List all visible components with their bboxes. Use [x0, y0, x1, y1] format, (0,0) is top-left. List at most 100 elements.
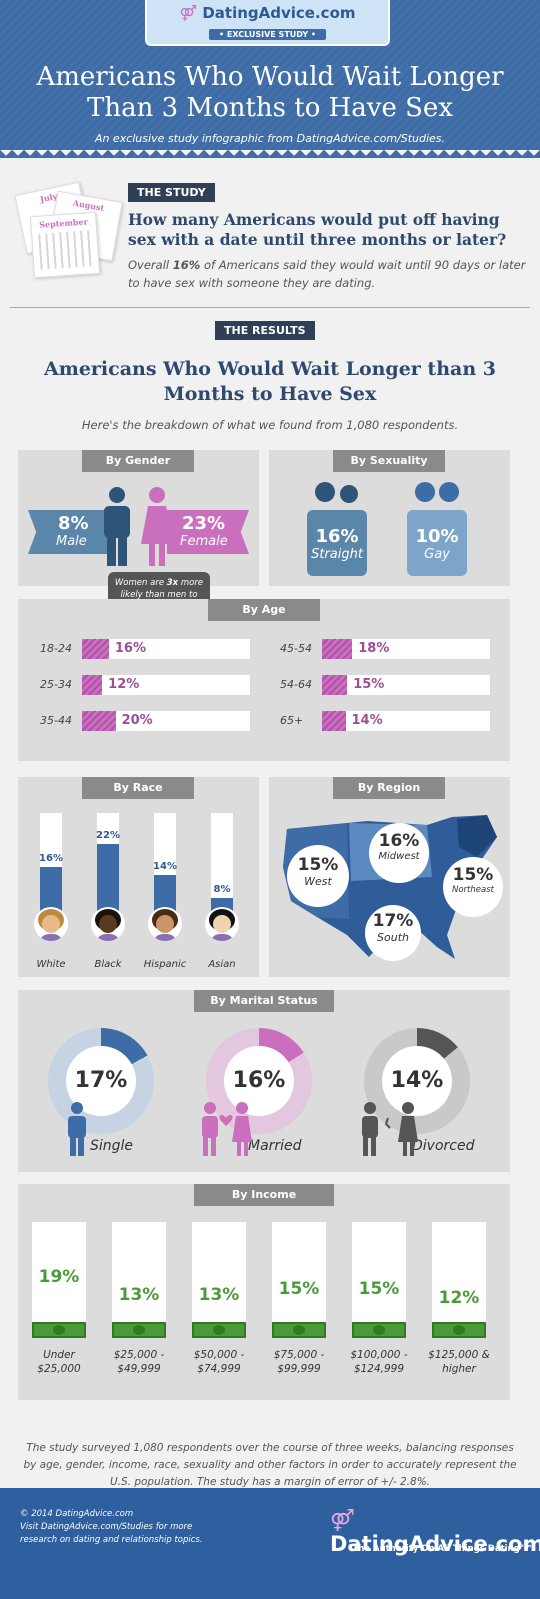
marital-donut: 14%	[364, 1028, 470, 1134]
face-shirt	[39, 934, 63, 941]
age-bar-fill	[82, 675, 103, 695]
income-label-line2: $25,000	[37, 1363, 81, 1375]
income-label-line1: Under	[43, 1349, 75, 1361]
income-value: 15%	[278, 1279, 320, 1299]
income-label-line1: $25,000 -	[113, 1349, 165, 1361]
zigzag-edge	[0, 150, 540, 158]
study-question: How many Americans would put off having …	[128, 210, 507, 249]
marital-label: Single	[90, 1138, 134, 1154]
income-label: $25,000 - $49,999	[102, 1348, 176, 1376]
male-figure-icon	[104, 487, 130, 566]
marital-value: 17%	[66, 1046, 136, 1116]
income-value: 12%	[438, 1288, 480, 1308]
face-shirt	[96, 934, 120, 941]
male-ribbon: 8% Male	[28, 510, 110, 554]
gender-panel: By Gender 8% Male 23% Female	[18, 450, 259, 586]
marital-label: Divorced	[412, 1138, 475, 1154]
income-label-line2: $49,999	[117, 1363, 161, 1375]
race-value: 14%	[153, 861, 177, 872]
study-answer: Overall 16% of Americans said they would…	[128, 258, 526, 290]
money-icon	[112, 1322, 166, 1338]
face-skin	[156, 915, 174, 933]
race-label: White	[36, 959, 66, 970]
income-label-line1: $50,000 -	[193, 1349, 245, 1361]
age-bar: 18%	[322, 639, 490, 659]
marital-value: 16%	[224, 1046, 294, 1116]
footer-tagline: "The Authority On All Things Dating"™	[348, 1544, 533, 1554]
money-icon	[192, 1322, 246, 1338]
age-value: 12%	[108, 677, 140, 692]
married-couple-icon	[202, 1102, 252, 1156]
age-bar: 15%	[322, 675, 490, 695]
methodology-note: The study surveyed 1,080 respondents ove…	[23, 1442, 517, 1488]
income-label-line2: higher	[442, 1363, 476, 1375]
age-bar: 12%	[82, 675, 250, 695]
region-south: 17% South	[365, 905, 421, 961]
race-value: 16%	[39, 853, 63, 864]
region-west: 15% West	[287, 845, 349, 907]
exclusive-badge: • EXCLUSIVE STUDY •	[208, 29, 327, 40]
single-person-icon	[68, 1102, 86, 1156]
results-subtitle: Here's the breakdown of what we found fr…	[81, 418, 459, 432]
gender-title: By Gender	[82, 450, 194, 472]
income-label-line1: $100,000 -	[350, 1349, 408, 1361]
age-bar-fill	[322, 639, 353, 659]
income-value: 19%	[38, 1267, 80, 1287]
race-panel: By Race 16% White 22% Black 14% Hispanic 8% Asi…	[18, 777, 259, 977]
region-midwest: 16% Midwest	[369, 823, 429, 883]
income-label-line2: $74,999	[197, 1363, 241, 1375]
age-bar-fill	[82, 639, 109, 659]
region-panel: By Region 15% West 16% Midwest 15% North…	[269, 777, 510, 977]
race-value: 8%	[213, 884, 231, 895]
income-value: 15%	[358, 1279, 400, 1299]
footer-brand[interactable]: ⚤ DatingAdvice.com	[330, 1508, 540, 1556]
income-value: 13%	[198, 1285, 240, 1305]
income-bar	[272, 1222, 326, 1338]
page-title: Americans Who Would Wait Longer Than 3 Mo…	[36, 62, 504, 123]
income-value: 13%	[118, 1285, 160, 1305]
money-icon	[32, 1322, 86, 1338]
income-label: $75,000 - $99,999	[262, 1348, 336, 1376]
face-shirt	[153, 934, 177, 941]
age-bar: 16%	[82, 639, 250, 659]
study-tag: THE STUDY	[128, 183, 215, 202]
race-label: Black	[94, 959, 122, 970]
age-label: 18-24	[40, 642, 72, 655]
age-label: 35-44	[40, 714, 72, 727]
brand-tab: ⚤ DatingAdvice.com • EXCLUSIVE STUDY •	[145, 0, 390, 46]
income-bar	[112, 1222, 166, 1338]
marital-title: By Marital Status	[194, 990, 334, 1012]
female-ribbon: 23% Female	[167, 510, 249, 554]
money-icon	[352, 1322, 406, 1338]
footer: © 2014 DatingAdvice.com Visit DatingAdvi…	[0, 1488, 540, 1599]
venus-mars-icon: ⚤	[179, 4, 198, 22]
brand-logo[interactable]: ⚤ DatingAdvice.com	[179, 4, 356, 22]
race-value: 22%	[96, 830, 120, 841]
face-skin	[42, 915, 60, 933]
footer-visit-link[interactable]: Visit DatingAdvice.com/Studies for more	[20, 1522, 193, 1532]
money-icon	[432, 1322, 486, 1338]
income-label-line2: $99,999	[277, 1363, 321, 1375]
venus-mars-icon: ⚤	[330, 1508, 355, 1532]
divorced-couple-icon	[362, 1102, 418, 1156]
sexuality-panel: By Sexuality 16% Straight 10% Gay	[269, 450, 510, 586]
age-bar-fill	[82, 711, 116, 731]
header-banner: ⚤ DatingAdvice.com • EXCLUSIVE STUDY • A…	[0, 0, 540, 158]
income-label: $125,000 & higher	[422, 1348, 496, 1376]
age-bar: 20%	[82, 711, 250, 731]
age-panel: By Age 18-24 16% 25-34 12% 35-44 20% 45-54 18% 5…	[18, 599, 510, 761]
age-label: 54-64	[280, 678, 312, 691]
age-value: 15%	[353, 677, 385, 692]
face-skin	[99, 915, 117, 933]
race-title: By Race	[82, 777, 194, 799]
face-skin	[213, 915, 231, 933]
income-bar	[432, 1222, 486, 1338]
age-value: 18%	[358, 641, 390, 656]
results-tag: THE RESULTS	[215, 321, 315, 340]
income-title: By Income	[194, 1184, 334, 1206]
age-label: 25-34	[40, 678, 72, 691]
calendar-september: September	[29, 211, 101, 279]
income-label-line1: $75,000 -	[273, 1349, 325, 1361]
income-label-line2: $124,999	[353, 1363, 405, 1375]
footer-info: © 2014 DatingAdvice.com Visit DatingAdvi…	[20, 1509, 203, 1545]
